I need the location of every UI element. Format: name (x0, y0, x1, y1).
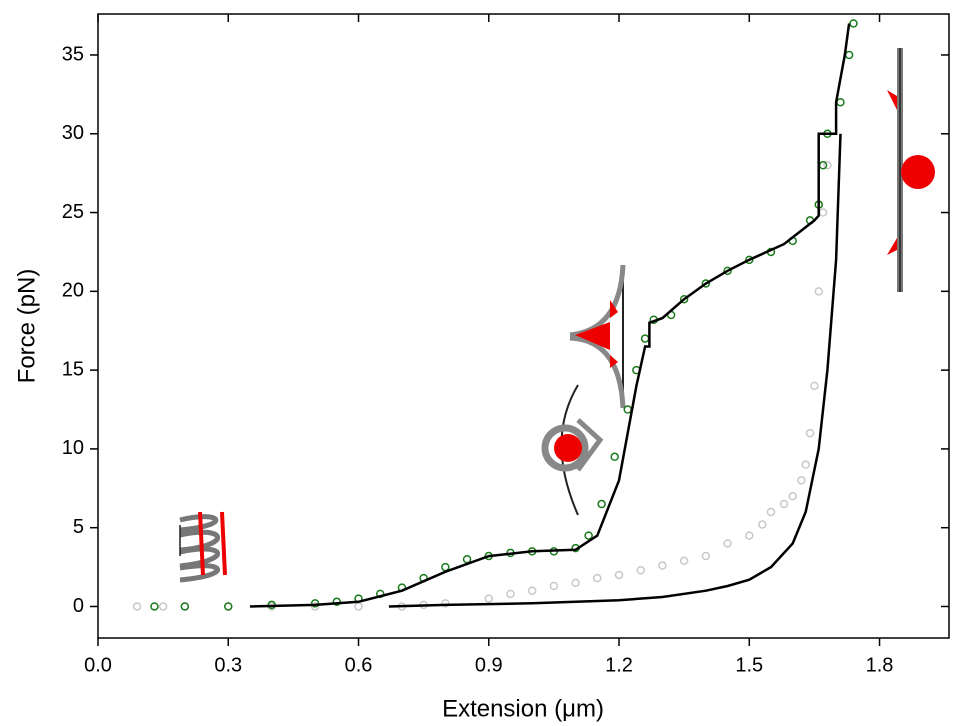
data-point (527, 586, 537, 595)
x-tick-label: 0.3 (214, 654, 242, 676)
data-point (658, 561, 667, 570)
data-point (132, 602, 142, 611)
data-point (549, 581, 559, 591)
data-point (354, 602, 363, 611)
data-point (723, 266, 732, 276)
data-point (805, 428, 815, 438)
data-point (758, 520, 767, 529)
data-point (462, 554, 472, 564)
stretched-icon (569, 264, 626, 409)
extended-icon (887, 48, 935, 292)
y-axis-title: Force (pN) (13, 269, 40, 384)
data-point (158, 602, 168, 611)
coil-icon (179, 511, 227, 583)
data-point (823, 161, 832, 170)
data-point (797, 476, 806, 485)
data-point (332, 597, 342, 607)
plot-area (132, 19, 858, 611)
data-point (441, 562, 450, 572)
data-point (571, 578, 580, 588)
x-axis-title: Extension (μm) (442, 695, 604, 722)
data-point (849, 19, 858, 28)
data-point (844, 50, 854, 60)
data-point (779, 499, 789, 509)
x-tick-label: 1.2 (605, 654, 633, 676)
data-point (506, 589, 515, 599)
data-point (701, 551, 711, 561)
x-tick-label: 0.0 (84, 654, 112, 676)
data-point (614, 570, 624, 580)
fit-line (388, 133, 842, 608)
data-point (818, 161, 828, 170)
data-point (593, 573, 602, 583)
data-point (788, 491, 797, 501)
y-tick-label: 0 (73, 595, 84, 617)
y-tick-label: 15 (62, 358, 84, 380)
x-tick-label: 1.5 (735, 654, 763, 676)
data-point (836, 97, 845, 107)
data-point (745, 255, 754, 265)
data-point (224, 602, 233, 611)
globule-icon (541, 384, 604, 516)
data-point (701, 279, 711, 288)
x-tick-label: 1.8 (866, 654, 894, 676)
data-point (180, 602, 190, 611)
data-point (484, 594, 494, 603)
y-tick-label: 5 (73, 516, 84, 538)
data-point (810, 381, 819, 391)
data-point (441, 599, 450, 608)
data-point (623, 405, 632, 414)
y-tick-label: 25 (62, 201, 84, 223)
data-point (766, 507, 776, 517)
fit-line (249, 23, 851, 608)
data-point (610, 452, 619, 462)
data-point (150, 602, 159, 611)
y-tick-label: 30 (62, 122, 84, 144)
data-point (310, 599, 320, 608)
data-point (310, 602, 320, 611)
data-point (723, 539, 732, 548)
data-point (597, 499, 606, 509)
data-point (801, 460, 810, 469)
plot-frame (97, 13, 950, 639)
y-tick-label: 35 (62, 43, 84, 65)
illustrations (179, 48, 935, 583)
y-tick-label: 10 (62, 437, 84, 459)
data-point (679, 294, 689, 304)
data-point (640, 334, 650, 343)
data-point (814, 287, 823, 296)
y-tick-label: 20 (62, 280, 84, 302)
x-tick-label: 0.9 (475, 654, 503, 676)
data-point (818, 208, 828, 217)
data-point (745, 531, 754, 540)
data-point (584, 531, 593, 540)
x-tick-label: 0.6 (345, 654, 373, 676)
data-point (679, 556, 689, 566)
data-point (636, 565, 645, 575)
